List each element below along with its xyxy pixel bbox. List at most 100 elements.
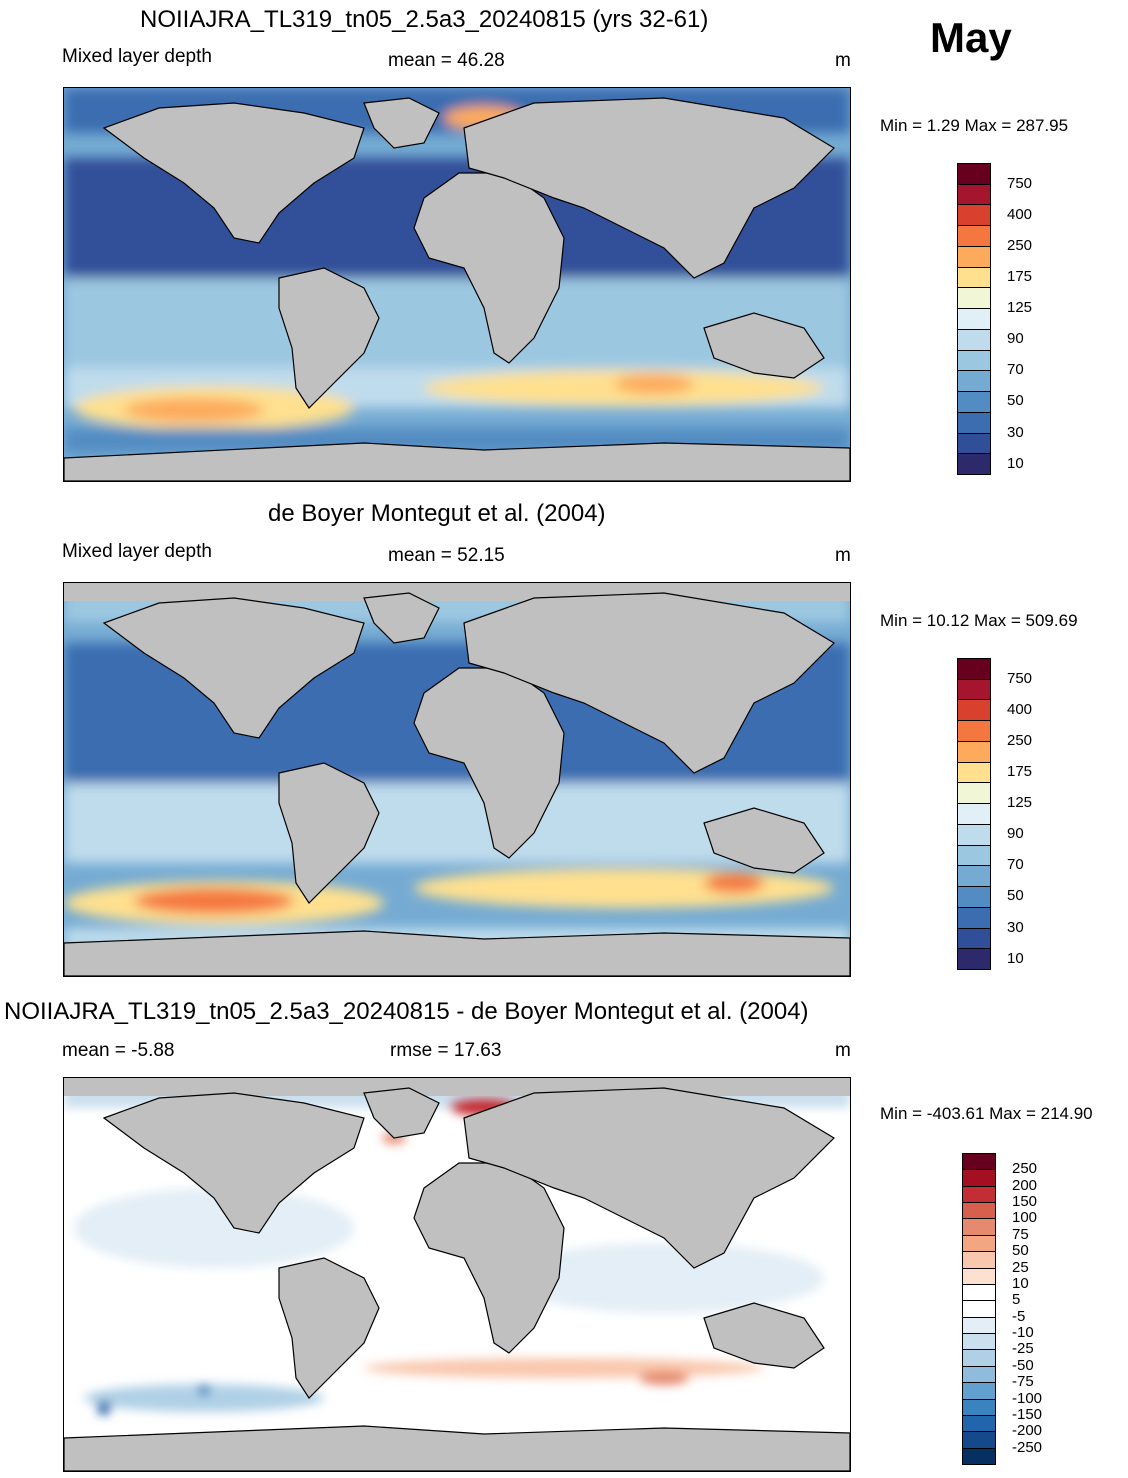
colorbar-label: -25 [1012,1340,1034,1358]
colorbar-label: -50 [1012,1356,1034,1374]
colorbar-segment [962,1283,996,1302]
colorbar-label: 50 [1007,887,1024,905]
colorbar-segment [962,1153,996,1171]
colorbar-label: -200 [1012,1422,1043,1440]
panel-1-map [63,87,851,482]
colorbar-label: 250 [1012,1160,1038,1178]
panel-1-colorbar: 750 400 250 175 125 90 70 50 30 10 [957,163,1032,475]
colorbar-label: 175 [1007,268,1033,286]
colorbar-segment [957,245,991,268]
colorbar-segment [962,1365,996,1384]
colorbar-label: 100 [1012,1209,1038,1227]
colorbar-segment [957,761,991,784]
colorbar-segment [962,1202,996,1220]
colorbar-segment [962,1169,996,1187]
panel-1-units: m [835,50,851,71]
panel-2-minmax: Min = 10.12 Max = 509.69 [880,611,1078,630]
colorbar-segment [957,225,991,247]
colorbar-label: 400 [1007,700,1033,718]
colorbar-segment [962,1431,996,1449]
colorbar-segment [957,658,991,680]
colorbar-segment [957,823,991,846]
colorbar-label: 250 [1007,236,1033,254]
panel-1-land [64,97,850,481]
colorbar-segment [962,1349,996,1367]
colorbar-segment [957,204,991,227]
colorbar-label: 10 [1007,949,1024,967]
colorbar-label: 750 [1007,669,1033,687]
colorbar-segment [962,1414,996,1433]
colorbar-segment [957,287,991,310]
colorbar-label: 200 [1012,1176,1038,1194]
colorbar-segment [957,183,991,206]
colorbar-segment [957,453,991,475]
colorbar-segment [962,1382,996,1400]
colorbar-label: 750 [1007,174,1033,192]
panel-2-title: de Boyer Montegut et al. (2004) [268,500,606,527]
colorbar-label: 90 [1007,330,1024,348]
panel-1-minmax: Min = 1.29 Max = 287.95 [880,116,1069,135]
colorbar-segment [957,266,991,289]
colorbar-segment [957,391,991,413]
panel-2-mean: mean = 52.15 [388,545,505,566]
panel-1-mean: mean = 46.28 [388,50,505,71]
colorbar-segment [957,927,991,950]
colorbar-label: 150 [1012,1193,1038,1211]
colorbar-label: -10 [1012,1324,1034,1342]
colorbar-segment [957,370,991,393]
colorbar-label: 90 [1007,825,1024,843]
colorbar-segment [957,844,991,867]
colorbar-segment [957,948,991,970]
colorbar-label: 125 [1007,794,1033,812]
colorbar-segment [962,1185,996,1204]
panel-3-colorbar: 250 200 150 100 75 50 25 10 5 -5 -10 -25 -50 -75 -100-… [962,1153,1042,1465]
colorbar-segment [957,328,991,351]
colorbar-segment [962,1251,996,1269]
colorbar-segment [957,308,991,330]
colorbar-segment [962,1218,996,1236]
colorbar-segment [957,432,991,455]
panel-3-title: NOIIAJRA_TL319_tn05_2.5a3_20240815 - de … [4,998,809,1025]
colorbar-segment [962,1300,996,1318]
panel-3-units: m [835,1040,851,1061]
colorbar-label: 125 [1007,299,1033,317]
colorbar-segment [957,720,991,742]
colorbar-segment [962,1267,996,1285]
colorbar-label: 75 [1012,1225,1029,1243]
colorbar-segment [962,1447,996,1465]
colorbar-label: -5 [1012,1307,1026,1325]
colorbar-segment [962,1398,996,1416]
colorbar-label: 10 [1007,454,1024,472]
colorbar-segment [962,1234,996,1253]
panel-1-variable: Mixed layer depth [62,46,212,67]
colorbar-label: 25 [1012,1258,1029,1276]
colorbar-segment [957,699,991,722]
colorbar-label: 175 [1007,763,1033,781]
colorbar-label: 50 [1012,1242,1029,1260]
colorbar-segment [957,349,991,372]
colorbar-label: -250 [1012,1438,1043,1456]
colorbar-label: 70 [1007,856,1024,874]
panel-2-land [64,583,850,976]
colorbar-label: -150 [1012,1405,1043,1423]
colorbar-segment [962,1333,996,1351]
colorbar-segment [957,678,991,701]
panel-2-variable: Mixed layer depth [62,541,212,562]
colorbar-label: 70 [1007,361,1024,379]
colorbar-label: 30 [1007,918,1024,936]
colorbar-label: 30 [1007,423,1024,441]
colorbar-label: 400 [1007,205,1033,223]
colorbar-segment [957,906,991,929]
colorbar-label: 250 [1007,731,1033,749]
panel-3-map [63,1077,851,1472]
panel-1-title: NOIIAJRA_TL319_tn05_2.5a3_20240815 (yrs … [140,6,709,33]
colorbar-segment [957,782,991,805]
panel-3-minmax: Min = -403.61 Max = 214.90 [880,1104,1093,1123]
panel-2-map [63,582,851,977]
colorbar-segment [962,1316,996,1335]
colorbar-segment [957,865,991,888]
colorbar-label: 50 [1007,392,1024,410]
colorbar-segment [957,163,991,185]
colorbar-segment [957,886,991,908]
colorbar-label: 10 [1012,1274,1029,1292]
